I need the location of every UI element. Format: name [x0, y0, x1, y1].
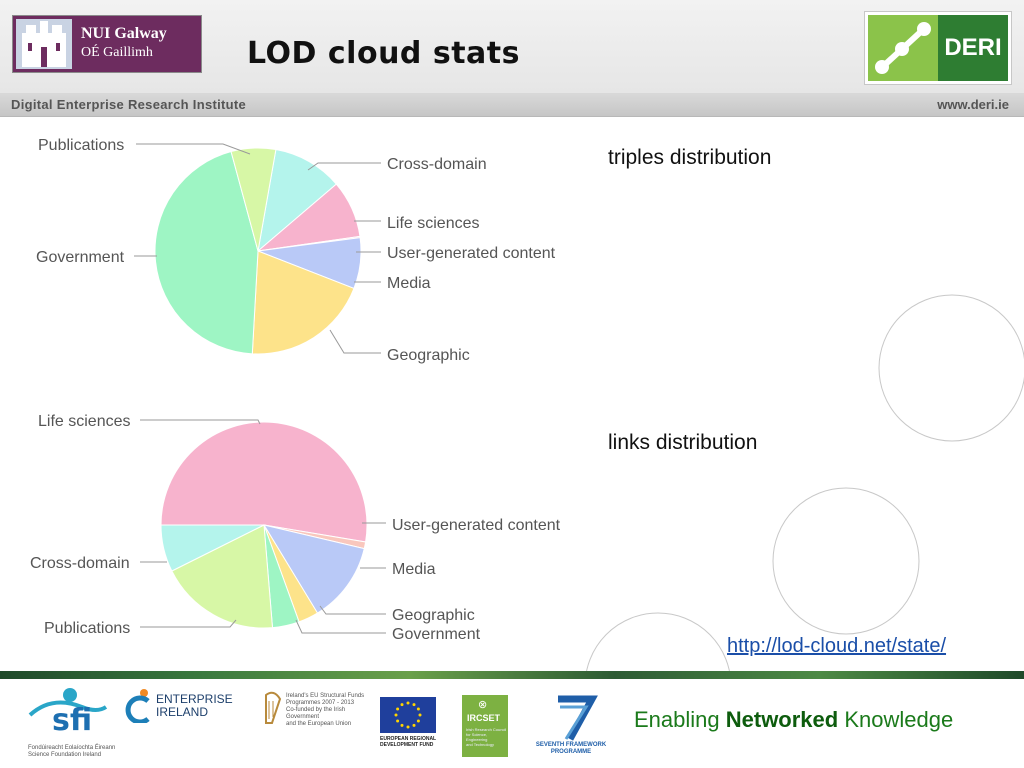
ircset-sub1: Irish Research Council: [466, 727, 507, 732]
pie-chart-1: Cross-domain Life sciences User-generated …: [36, 137, 556, 364]
fp7-logo: SEVENTH FRAMEWORK PROGRAMME: [530, 695, 612, 759]
pie-slice-publications: [171, 524, 274, 629]
institute-name: Digital Enterprise Research Institute: [11, 97, 247, 112]
slice-label-user-generated-content: User-generated content: [387, 245, 556, 262]
footer: sfi Fondúireacht Eolaíochta Éireann Scie…: [0, 679, 1024, 768]
slice-label-user-generated-content: User-generated content: [392, 517, 561, 534]
sfi-text: sfi: [52, 703, 93, 738]
ndp-line4: and the European Union: [286, 721, 352, 727]
links-distribution-label: links distribution: [608, 431, 758, 454]
ircset-sub2: for Science, Engineering: [466, 732, 488, 742]
slice-label-life-sciences: Life sciences: [38, 413, 131, 430]
ndp-line1: Ireland's EU Structural Funds: [286, 693, 365, 699]
leader-line-publications: [136, 143, 251, 155]
pie-slice-cross-domain: [160, 524, 265, 572]
leader-line-publications: [140, 619, 237, 628]
slice-label-media: Media: [387, 275, 431, 292]
website-url: www.deri.ie: [937, 97, 1009, 112]
pie-slice-media: [262, 524, 365, 614]
fp7-line2: PROGRAMME: [550, 749, 592, 755]
slice-label-government: Government: [392, 626, 481, 643]
ndp-line2: Programmes 2007 - 2013: [286, 700, 355, 706]
ei-line2: IRELAND: [156, 705, 209, 719]
ndp-line3: Co-funded by the Irish Government: [286, 707, 346, 720]
lod-cloud-state-link[interactable]: http://lod-cloud.net/state/: [727, 635, 947, 657]
pie-slice-life-sciences: [160, 421, 368, 543]
sfi-english-name: Science Foundation Ireland: [28, 752, 102, 758]
ndp-logo: Ireland's EU Structural Funds Programmes…: [262, 689, 367, 739]
enabling-networked-knowledge: Enabling Networked Knowledge: [634, 707, 953, 733]
triples-distribution-label: triples distribution: [608, 146, 772, 169]
deri-network-icon: [868, 15, 938, 81]
slide-header: NUI Galway OÉ Gaillimh LOD cloud stats D…: [0, 0, 1024, 93]
harp-icon: [265, 691, 282, 724]
slice-label-media: Media: [392, 561, 436, 578]
enterprise-ireland-logo: ENTERPRISE IRELAND: [122, 687, 233, 727]
nui-name: NUI Galway: [81, 25, 167, 42]
decorative-circles: [584, 294, 1024, 680]
enabling-pre: Enabling: [634, 707, 726, 732]
slice-label-geographic: Geographic: [392, 607, 475, 624]
sfi-logo: sfi Fondúireacht Eolaíochta Éireann Scie…: [22, 685, 115, 761]
ircset-logo: ⊗ IRCSET Irish Research Council for Scie…: [462, 695, 508, 757]
fp7-line1: SEVENTH FRAMEWORK: [535, 742, 607, 748]
slice-label-cross-domain: Cross-domain: [30, 555, 130, 572]
castle-icon: [16, 19, 72, 69]
eu-erdf-logo: EUROPEAN REGIONAL DEVELOPMENT FUND: [380, 697, 442, 755]
pie-chart-2: Life sciences User-generated content Media…: [30, 413, 561, 643]
erdf-line1: EUROPEAN REGIONAL: [380, 736, 437, 742]
slice-label-life-sciences: Life sciences: [387, 215, 480, 232]
pie-slice-government: [154, 150, 259, 355]
slice-label-geographic: Geographic: [387, 347, 470, 364]
leader-line-geographic: [329, 329, 381, 354]
enabling-post: Knowledge: [838, 707, 954, 732]
pie-slice-cross-domain: [257, 148, 338, 253]
pie-slice-geographic: [251, 250, 355, 355]
leader-line-geographic: [319, 605, 386, 615]
slice-label-publications: Publications: [44, 620, 130, 637]
leader-line-government: [295, 619, 386, 634]
sfi-icon: [28, 688, 108, 717]
institute-bar: Digital Enterprise Research Institute ww…: [0, 93, 1024, 117]
ircset-sub3: and Technology: [466, 742, 494, 747]
leader-line-cross-domain: [307, 162, 381, 171]
ircset-text: IRCSET: [467, 713, 501, 723]
enterprise-ireland-icon: [125, 689, 150, 725]
pie-slice-publications: [230, 147, 277, 252]
slice-label-publications: Publications: [38, 137, 124, 154]
footer-decorative-strip: [0, 671, 1024, 679]
erdf-line2: DEVELOPMENT FUND: [380, 742, 434, 748]
fp7-icon: [558, 695, 598, 741]
leader-line-life-sciences: [140, 419, 261, 425]
eu-flag-icon: [380, 697, 436, 733]
nui-irish-name: OÉ Gaillimh: [81, 45, 153, 60]
enabling-bold: Networked: [725, 707, 839, 732]
sfi-irish-name: Fondúireacht Eolaíochta Éireann: [28, 745, 116, 751]
deri-logo: DERI: [864, 11, 1012, 85]
slice-label-government: Government: [36, 249, 125, 266]
ircset-symbol-icon: ⊗: [478, 699, 488, 711]
deri-logo-text: DERI: [938, 15, 1008, 81]
slice-label-cross-domain: Cross-domain: [387, 156, 487, 173]
pie-charts: Cross-domain Life sciences User-generated …: [30, 137, 561, 643]
nui-galway-logo: NUI Galway OÉ Gaillimh: [12, 15, 202, 73]
slide-title: LOD cloud stats: [247, 36, 520, 71]
ei-line1: ENTERPRISE: [156, 692, 233, 706]
